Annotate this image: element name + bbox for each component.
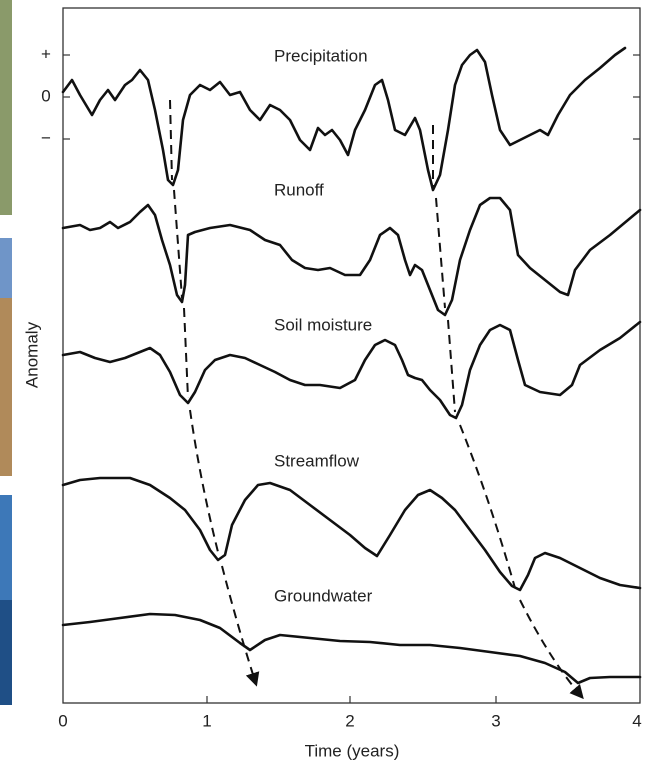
photo-strip — [0, 600, 12, 705]
x-tick-label: 0 — [58, 711, 67, 730]
photo-strip — [0, 0, 12, 215]
x-tick-label: 3 — [491, 711, 500, 730]
x-tick-label: 2 — [345, 711, 354, 730]
soil-moisture-curve — [61, 320, 642, 420]
y-tick-label: + — [41, 44, 51, 63]
propagation-arrow — [432, 125, 582, 697]
y-tick-label: 0 — [41, 86, 50, 105]
streamflow-curve — [61, 476, 642, 592]
y-axis-title: Anomaly — [22, 321, 41, 388]
curve-label: Runoff — [274, 180, 324, 199]
groundwater-curve — [61, 612, 642, 685]
precipitation-curve — [61, 46, 627, 192]
curve-label: Soil moisture — [274, 315, 372, 334]
runoff-curve — [61, 196, 642, 317]
propagation-arrow — [169, 99, 256, 684]
x-axis-title: Time (years) — [305, 741, 400, 760]
curve-label: Streamflow — [274, 451, 360, 470]
y-tick-label: − — [41, 128, 51, 147]
photo-strip — [0, 238, 12, 298]
x-tick-label: 4 — [632, 711, 641, 730]
curve-label: Groundwater — [274, 586, 373, 605]
x-tick-label: 1 — [202, 711, 211, 730]
curve-label: Precipitation — [274, 46, 368, 65]
